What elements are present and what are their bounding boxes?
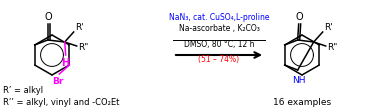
Text: R': R' <box>75 23 84 32</box>
Text: NH: NH <box>292 75 305 84</box>
Text: 16 examples: 16 examples <box>273 98 331 107</box>
Text: R": R" <box>327 42 337 51</box>
Text: R’’ = alkyl, vinyl and -CO₂Et: R’’ = alkyl, vinyl and -CO₂Et <box>3 98 119 107</box>
Text: H: H <box>62 57 70 67</box>
Text: O: O <box>296 12 304 22</box>
Text: R’ = alkyl: R’ = alkyl <box>3 86 43 95</box>
Text: Br: Br <box>52 76 63 85</box>
Text: NaN₃, cat. CuSO₄,L-proline: NaN₃, cat. CuSO₄,L-proline <box>169 12 269 21</box>
Text: R': R' <box>324 23 332 32</box>
Text: DMSO, 80 °C, 12 h: DMSO, 80 °C, 12 h <box>184 40 254 49</box>
Text: (51 – 74%): (51 – 74%) <box>198 55 240 64</box>
Text: R": R" <box>78 42 88 51</box>
Text: Na-ascorbate , K₂CO₃: Na-ascorbate , K₂CO₃ <box>178 23 259 32</box>
Text: O: O <box>45 12 53 22</box>
